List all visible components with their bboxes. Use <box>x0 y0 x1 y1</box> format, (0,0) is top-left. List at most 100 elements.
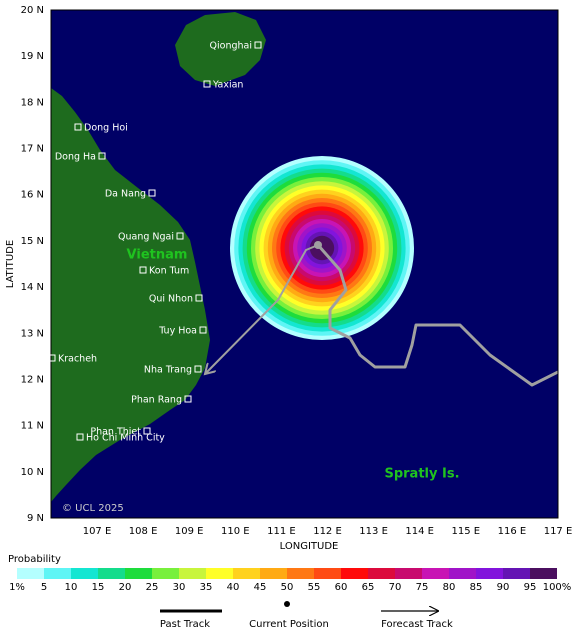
legend-tick-label: 80 <box>443 582 456 593</box>
vietnam-land <box>51 88 210 502</box>
region-label: Spratly Is. <box>384 467 459 482</box>
legend-tick-label: 10 <box>65 582 78 593</box>
y-tick-label: 17 N <box>21 144 44 155</box>
place-label: Yaxian <box>212 80 243 91</box>
region-label: Vietnam <box>127 248 188 263</box>
place-label: Qionghai <box>210 41 252 52</box>
x-tick-label: 115 E <box>452 526 481 537</box>
legend-tick-label: 75 <box>416 582 429 593</box>
legend-swatch <box>314 568 341 579</box>
x-tick-label: 107 E <box>83 526 112 537</box>
legend-tick-label: 100% <box>543 582 572 593</box>
place-label: Da Nang <box>105 189 146 200</box>
y-tick-label: 11 N <box>21 421 44 432</box>
y-tick-label: 15 N <box>21 236 44 247</box>
legend-label: Past Track <box>160 619 210 630</box>
x-tick-label: 112 E <box>313 526 342 537</box>
legend-tick-label: 40 <box>227 582 240 593</box>
place-marker <box>139 266 147 274</box>
map-frame <box>50 9 559 519</box>
x-tick-label: 108 E <box>129 526 158 537</box>
place-label: Kracheh <box>58 354 97 365</box>
place-marker <box>74 123 82 131</box>
legend-tick-label: 50 <box>281 582 294 593</box>
place-marker <box>199 326 207 334</box>
legend-tick-label: 1% <box>9 582 25 593</box>
y-tick-label: 9 N <box>27 513 44 524</box>
legend-swatch <box>476 568 503 579</box>
place-label: Dong Ha <box>55 152 96 163</box>
legend-swatch <box>233 568 260 579</box>
legend-title: Probability <box>8 554 61 565</box>
y-tick-label: 13 N <box>21 328 44 339</box>
current-position <box>314 241 322 249</box>
legend-swatch <box>368 568 395 579</box>
past-track <box>316 244 558 387</box>
y-tick-label: 14 N <box>21 282 44 293</box>
legend-swatch <box>503 568 530 579</box>
legend-swatch <box>260 568 287 579</box>
legend-swatch <box>152 568 179 579</box>
y-tick-label: 19 N <box>21 51 44 62</box>
place-marker <box>148 189 156 197</box>
legend-tick-label: 20 <box>119 582 132 593</box>
x-tick-label: 110 E <box>221 526 250 537</box>
forecast-track <box>205 244 319 374</box>
legend-swatch <box>422 568 449 579</box>
legend-label: Forecast Track <box>381 619 453 630</box>
y-axis-label: LATITUDE <box>5 240 16 288</box>
legend-tick-label: 95 <box>524 582 537 593</box>
legend-swatch <box>71 568 98 579</box>
legend-swatch <box>125 568 152 579</box>
place-label: Phan Thiet <box>90 427 141 438</box>
legend-tick-label: 5 <box>41 582 47 593</box>
place-label: Tuy Hoa <box>158 326 197 337</box>
legend-swatch <box>287 568 314 579</box>
x-axis-label: LONGITUDE <box>280 541 339 552</box>
y-tick-label: 12 N <box>21 374 44 385</box>
place-label: Ho Chi Minh City <box>86 433 165 444</box>
place-label: Qui Nhon <box>149 294 193 305</box>
y-tick-label: 18 N <box>21 97 44 108</box>
place-marker <box>254 41 262 49</box>
legend-swatch <box>341 568 368 579</box>
current-position-key <box>284 601 290 607</box>
place-label: Dong Hoi <box>84 123 128 134</box>
legend-tick-label: 60 <box>335 582 348 593</box>
place-marker <box>143 427 151 435</box>
place-label: Quang Ngai <box>118 232 174 243</box>
place-marker <box>203 80 211 88</box>
legend-label: Current Position <box>249 619 329 630</box>
legend-swatch <box>395 568 422 579</box>
legend-swatch <box>98 568 125 579</box>
place-marker <box>194 365 202 373</box>
legend-tick-label: 30 <box>173 582 186 593</box>
map-area <box>51 10 558 518</box>
legend-tick-label: 55 <box>308 582 321 593</box>
hainan-land <box>175 12 266 86</box>
legend-swatch <box>17 568 44 579</box>
legend-tick-label: 25 <box>146 582 159 593</box>
legend-tick-label: 15 <box>92 582 105 593</box>
legend-swatch <box>179 568 206 579</box>
place-marker <box>76 433 84 441</box>
place-marker <box>176 232 184 240</box>
x-tick-label: 109 E <box>175 526 204 537</box>
y-tick-label: 20 N <box>21 5 44 16</box>
place-label: Phan Rang <box>131 395 182 406</box>
y-tick-label: 16 N <box>21 190 44 201</box>
x-tick-label: 116 E <box>498 526 527 537</box>
place-marker <box>184 395 192 403</box>
legend-tick-label: 85 <box>470 582 483 593</box>
legend-tick-label: 90 <box>497 582 510 593</box>
legend-tick-label: 45 <box>254 582 267 593</box>
x-tick-label: 117 E <box>544 526 573 537</box>
place-label: Nha Trang <box>144 365 192 376</box>
x-tick-label: 113 E <box>359 526 388 537</box>
legend-swatch <box>449 568 476 579</box>
place-marker <box>48 354 56 362</box>
copyright: © UCL 2025 <box>62 503 124 514</box>
legend-swatch <box>530 568 557 579</box>
x-tick-label: 114 E <box>405 526 434 537</box>
